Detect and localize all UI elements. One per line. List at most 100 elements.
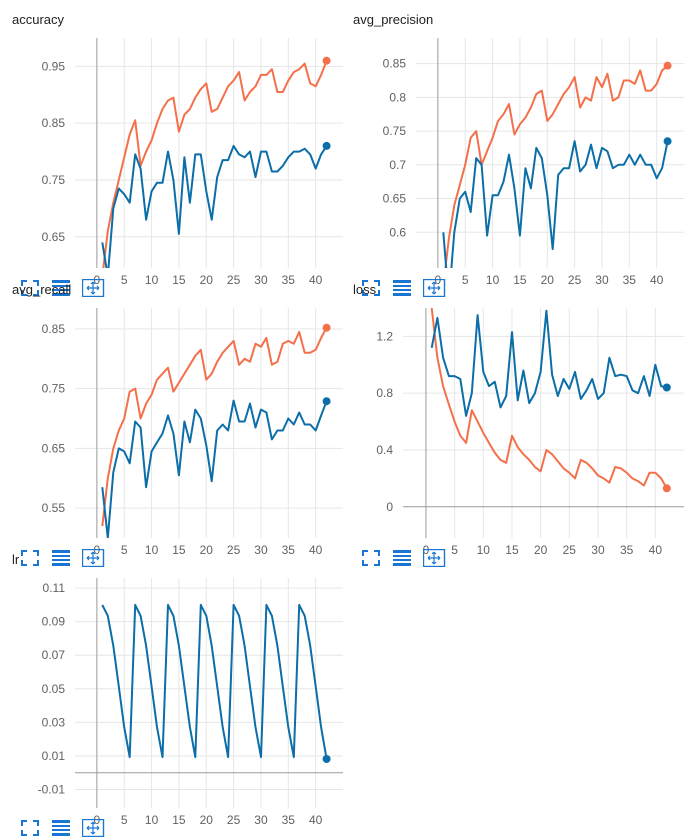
y-tick-label: 0.75 — [42, 173, 66, 187]
fit-domain-icon — [423, 279, 446, 297]
y-tick-label: 0.85 — [42, 322, 66, 336]
y-tick-label: 0.8 — [389, 90, 406, 104]
fullscreen-icon — [21, 820, 39, 836]
fullscreen-icon — [21, 550, 39, 566]
x-tick-label: 20 — [200, 813, 214, 827]
y-tick-label: 0.11 — [43, 581, 66, 595]
x-tick-label: 15 — [513, 273, 527, 287]
chart-toolbar — [20, 549, 110, 569]
data-list-button[interactable] — [51, 819, 71, 837]
y-tick-label: -0.01 — [38, 783, 66, 797]
series-0-group — [102, 60, 328, 268]
fullscreen-icon — [21, 280, 39, 296]
avg_recall-chart-card: avg_recall 0 5 10 15 20 25 30 35 40 0.55 0.65 0.75 0.… — [0, 270, 350, 567]
x-tick-label: 35 — [282, 543, 296, 557]
y-tick-label: 0.7 — [389, 158, 406, 172]
y-tick-label: 0.03 — [42, 715, 66, 729]
y-tick-label: 0.85 — [42, 116, 66, 130]
data-list-button[interactable] — [392, 549, 412, 567]
series-end-marker — [322, 397, 331, 406]
y-tick-label: 0.65 — [383, 192, 407, 206]
x-tick-label: 40 — [650, 273, 664, 287]
x-tick-label: 30 — [254, 543, 268, 557]
x-tick-label: 25 — [227, 273, 241, 287]
fit-domain-button[interactable] — [82, 279, 105, 297]
y-tick-label: 0.95 — [42, 59, 66, 73]
x-tick-label: 5 — [121, 273, 128, 287]
lr-plot: 0 5 10 15 20 25 30 35 40-0.010.010.030.050.070.0… — [38, 578, 343, 827]
series-1-group — [101, 144, 328, 268]
chart-title: avg_recall — [12, 282, 72, 297]
x-tick-label: 35 — [282, 813, 296, 827]
data-list-button[interactable] — [51, 549, 71, 567]
fit-domain-button[interactable] — [423, 549, 446, 567]
series-end-marker — [322, 56, 331, 65]
series-0-group — [101, 327, 328, 527]
x-tick-label: 5 — [121, 813, 128, 827]
series-end-marker — [663, 61, 672, 70]
accuracy-plot: 0 5 10 15 20 25 30 35 400.650.750.850.95 — [42, 38, 343, 287]
series-1-group — [430, 309, 668, 417]
x-tick-label: 25 — [227, 543, 241, 557]
fit-domain-button[interactable] — [423, 279, 446, 297]
x-tick-label: 15 — [172, 273, 186, 287]
chart-title: avg_precision — [353, 12, 434, 27]
fit-domain-icon — [82, 819, 105, 837]
series-line — [101, 399, 328, 538]
data-list-icon — [393, 550, 411, 566]
y-tick-label: 0.85 — [383, 57, 407, 71]
y-tick-label: 0.55 — [42, 501, 66, 515]
x-tick-label: 25 — [568, 273, 582, 287]
chart-toolbar — [20, 819, 110, 839]
series-0-group — [444, 64, 669, 268]
fit-domain-icon — [82, 549, 105, 567]
x-tick-label: 10 — [477, 543, 491, 557]
y-tick-label: 1.2 — [376, 329, 393, 343]
series-line — [101, 603, 328, 760]
series-0-group — [101, 603, 328, 760]
y-tick-label: 0.65 — [42, 441, 66, 455]
fit-domain-icon — [423, 549, 446, 567]
x-tick-label: 25 — [227, 813, 241, 827]
x-tick-label: 20 — [534, 543, 548, 557]
fit-domain-button[interactable] — [82, 819, 105, 837]
series-end-marker — [322, 754, 331, 763]
fullscreen-button[interactable] — [20, 279, 40, 297]
series-end-marker — [322, 323, 331, 332]
fullscreen-button[interactable] — [361, 279, 381, 297]
x-tick-label: 5 — [451, 543, 458, 557]
x-tick-label: 35 — [282, 273, 296, 287]
series-line — [101, 327, 328, 527]
x-tick-label: 30 — [591, 543, 605, 557]
fullscreen-button[interactable] — [361, 549, 381, 567]
fullscreen-button[interactable] — [20, 549, 40, 567]
series-1-group — [101, 399, 328, 538]
x-tick-label: 35 — [620, 543, 634, 557]
fit-domain-button[interactable] — [82, 549, 105, 567]
data-list-button[interactable] — [51, 279, 71, 297]
y-tick-label: 0.6 — [389, 225, 406, 239]
data-list-icon — [52, 820, 70, 836]
series-line — [101, 144, 328, 268]
x-tick-label: 30 — [254, 273, 268, 287]
x-tick-label: 20 — [200, 273, 214, 287]
x-tick-label: 25 — [563, 543, 577, 557]
x-tick-label: 15 — [172, 543, 186, 557]
data-list-icon — [52, 550, 70, 566]
fullscreen-button[interactable] — [20, 819, 40, 837]
y-tick-label: 0.07 — [42, 648, 66, 662]
data-list-button[interactable] — [392, 279, 412, 297]
x-tick-label: 10 — [486, 273, 500, 287]
fullscreen-icon — [362, 280, 380, 296]
chart-title: loss — [353, 282, 377, 297]
x-tick-label: 5 — [462, 273, 469, 287]
chart-title: accuracy — [12, 12, 65, 27]
series-end-marker — [662, 383, 671, 392]
fullscreen-icon — [362, 550, 380, 566]
avg_precision-chart-card: avg_precision 0 5 10 15 20 25 30 35 40 0.6 0.65 0.7 0… — [341, 0, 691, 297]
data-list-icon — [52, 280, 70, 296]
data-list-icon — [393, 280, 411, 296]
x-tick-label: 20 — [200, 543, 214, 557]
series-line — [444, 64, 669, 268]
